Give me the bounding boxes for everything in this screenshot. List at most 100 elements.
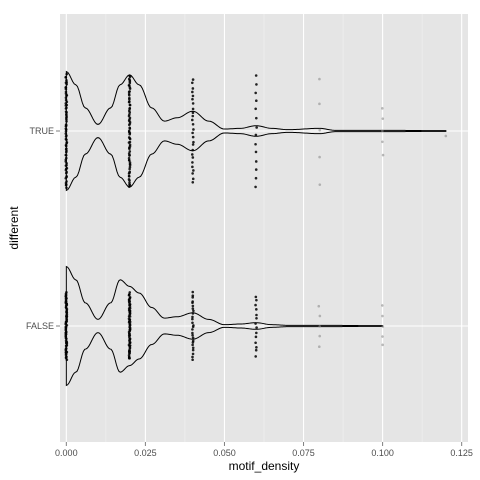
data-point <box>191 341 195 344</box>
data-point <box>381 343 384 347</box>
data-point <box>381 335 384 338</box>
data-point <box>191 321 194 325</box>
x-tick-label: 0.050 <box>213 448 236 458</box>
data-point <box>128 98 131 101</box>
data-point <box>127 356 131 360</box>
data-point <box>318 183 322 186</box>
data-point <box>255 346 258 349</box>
data-point <box>65 120 68 123</box>
data-point <box>128 165 132 169</box>
data-point <box>191 325 195 329</box>
data-point <box>128 338 131 342</box>
data-point <box>381 140 384 144</box>
data-point <box>127 90 131 94</box>
data-point <box>381 153 385 157</box>
data-point <box>254 185 257 189</box>
data-point <box>191 304 195 308</box>
data-point <box>254 107 257 111</box>
data-point <box>128 81 132 85</box>
data-point <box>191 307 195 310</box>
data-point <box>64 87 68 91</box>
data-point <box>318 102 321 106</box>
data-point <box>128 179 131 182</box>
data-point <box>317 304 321 308</box>
data-point <box>318 77 321 81</box>
data-point <box>191 161 194 164</box>
data-point <box>191 102 195 105</box>
data-point <box>381 107 384 110</box>
data-point <box>191 312 195 315</box>
data-point <box>127 158 131 162</box>
data-point <box>128 147 131 151</box>
data-point <box>255 313 258 317</box>
data-point <box>191 346 195 350</box>
y-axis-ticks: TRUE FALSE <box>26 126 60 331</box>
major-gridlines <box>60 14 468 442</box>
data-point <box>254 116 258 120</box>
data-point <box>318 128 322 132</box>
data-point <box>191 114 195 118</box>
x-tick-label: 0.125 <box>450 448 473 458</box>
data-point <box>255 317 258 320</box>
data-point <box>381 325 385 328</box>
data-point <box>128 137 132 141</box>
data-point <box>255 308 258 311</box>
data-point <box>381 117 385 120</box>
data-point <box>191 118 194 122</box>
data-point <box>190 153 194 156</box>
data-point <box>127 141 131 144</box>
data-point <box>255 326 258 329</box>
data-point <box>65 138 68 142</box>
data-point <box>64 164 68 167</box>
data-point <box>254 168 258 171</box>
data-point <box>128 315 132 318</box>
data-point <box>191 355 194 359</box>
data-point <box>254 99 258 103</box>
data-point <box>318 325 321 328</box>
data-point <box>191 177 195 181</box>
data-point <box>64 171 68 175</box>
data-point <box>254 355 257 358</box>
data-point <box>64 153 68 157</box>
data-point <box>318 334 322 338</box>
data-point <box>64 135 68 138</box>
x-axis-title: motif_density <box>229 459 300 473</box>
data-point <box>191 135 195 139</box>
data-point <box>318 314 322 318</box>
data-point <box>127 93 131 97</box>
data-point <box>128 132 132 136</box>
data-point <box>255 126 258 129</box>
data-point <box>128 323 132 326</box>
data-point <box>381 129 384 133</box>
data-point <box>191 358 194 362</box>
data-point <box>64 295 68 298</box>
data-point <box>254 303 257 307</box>
data-point <box>254 74 258 77</box>
data-point <box>128 167 131 171</box>
data-point <box>191 78 195 81</box>
data-point <box>318 155 321 159</box>
data-point <box>192 309 195 313</box>
data-point <box>254 91 257 95</box>
y-tick-label: TRUE <box>30 126 55 136</box>
data-point <box>191 317 194 321</box>
data-point <box>128 103 132 107</box>
data-point <box>64 129 68 133</box>
data-point <box>254 160 258 163</box>
data-point <box>191 165 194 169</box>
data-point <box>191 97 194 101</box>
data-point <box>65 161 68 165</box>
data-point <box>192 128 195 131</box>
data-point <box>191 343 194 347</box>
data-point <box>192 140 195 144</box>
data-point <box>191 352 195 356</box>
data-point <box>127 185 131 188</box>
data-point <box>254 295 258 299</box>
data-point <box>128 107 131 111</box>
data-point <box>254 322 257 325</box>
data-point <box>191 94 195 98</box>
data-point <box>128 291 132 294</box>
data-point <box>127 172 131 175</box>
data-point <box>128 87 132 90</box>
y-axis-title: different <box>7 206 21 250</box>
